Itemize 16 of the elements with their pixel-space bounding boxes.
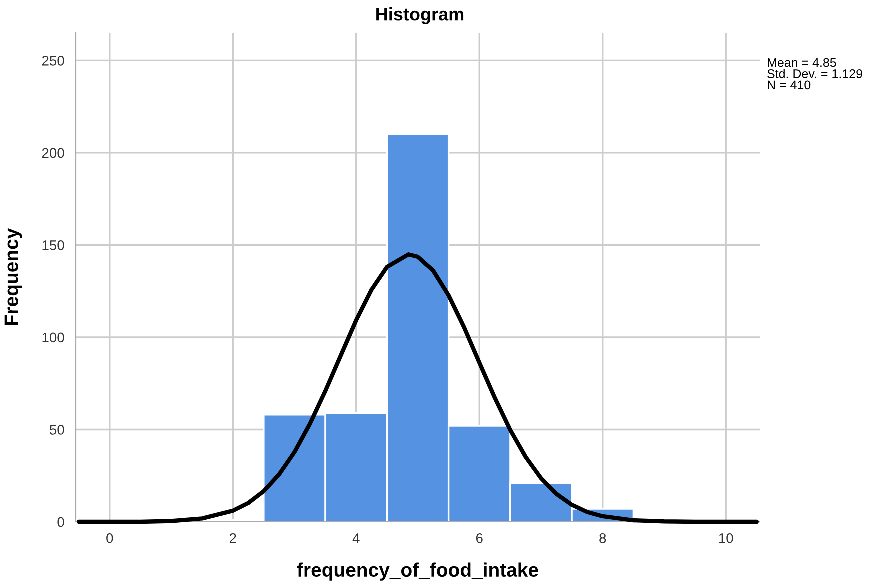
y-axis-title: Frequency <box>4 228 22 326</box>
x-tick-label: 10 <box>719 533 734 544</box>
x-tick-label: 2 <box>230 533 236 544</box>
y-tick-label: 250 <box>42 56 64 66</box>
text: Mean = 4.85 Std. Dev. = 1.129 N = 410 <box>768 58 862 90</box>
y-tick-label: 150 <box>42 240 64 250</box>
x-tick-label: 6 <box>476 533 483 544</box>
y-tick-label: 50 <box>50 425 64 435</box>
y-tick-label: 0 <box>58 517 64 528</box>
chart-title: Histogram <box>376 8 464 24</box>
y-tick-label: 200 <box>42 148 64 158</box>
x-tick-label: 4 <box>352 534 360 544</box>
x-tick-label: 8 <box>600 533 606 544</box>
x-axis-title: frequency_of_food_intake <box>297 562 538 581</box>
y-tick-label: 100 <box>42 332 64 343</box>
x-tick-label: 0 <box>106 533 114 544</box>
